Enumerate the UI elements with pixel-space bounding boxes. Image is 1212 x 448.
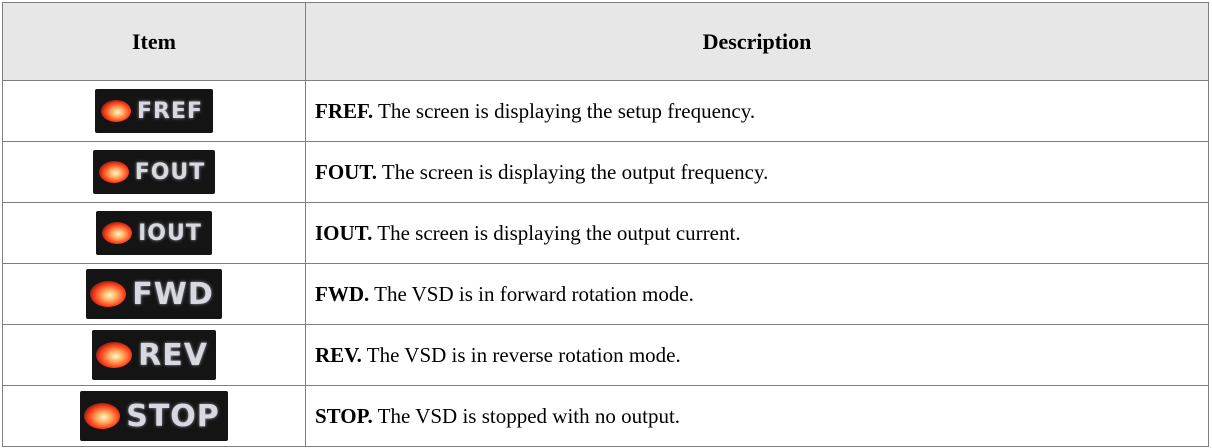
description: The screen is displaying the output curr… [377,220,741,245]
indicator-label: FOUT [134,159,206,185]
indicator: FWD [86,269,222,319]
description: The VSD is in forward rotation mode. [374,281,694,306]
description-cell: REV. The VSD is in reverse rotation mode… [305,324,1209,386]
term: IOUT. [315,220,373,245]
indicator-label: REV [138,337,208,373]
indicator: IOUT [96,211,212,255]
indicator: STOP [80,391,228,441]
header-row: Item Description [2,2,1209,81]
row: FREF FREF. The screen is displaying the s… [2,80,1209,142]
row: REV REV. The VSD is in reverse rotation m… [2,324,1209,386]
indicator: REV [92,330,216,380]
description: The screen is displaying the setup frequ… [378,98,756,123]
description-cell: IOUT. The screen is displaying the outpu… [305,202,1209,264]
description-cell: STOP. The VSD is stopped with no output. [305,385,1209,447]
item-cell: STOP [2,385,306,447]
row: STOP STOP. The VSD is stopped with no out… [2,385,1209,447]
indicator-light [84,403,121,429]
indicator-light [102,222,133,244]
item-cell: REV [2,324,306,386]
description: The screen is displaying the output freq… [381,159,769,184]
term: REV. [315,342,362,367]
term: FOUT. [315,159,378,184]
item-cell: FOUT [2,141,306,203]
indicator-light [90,281,127,307]
term: FREF. [315,98,374,123]
row: FWD FWD. The VSD is in forward rotation m… [2,263,1209,325]
indicator-label: FWD [132,276,214,312]
item-cell: FREF [2,80,306,142]
item-cell: IOUT [2,202,306,264]
indicator-light [98,161,129,183]
term: STOP. [315,403,373,428]
indicator-label: FREF [136,98,204,124]
description-cell: FWD. The VSD is in forward rotation mode… [305,263,1209,325]
indicator-label: IOUT [138,220,202,246]
indicator-light [96,342,133,368]
description-cell: FOUT. The screen is displaying the outpu… [305,141,1209,203]
row: IOUT IOUT. The screen is displaying the o… [2,202,1209,264]
indicator: FREF [94,89,214,133]
indicator: FOUT [92,150,216,194]
row: FOUT FOUT. The screen is displaying the o… [2,141,1209,203]
description-cell: FREF. The screen is displaying the setup… [305,80,1209,142]
term: FWD. [315,281,370,306]
table-body: FREF FREF. The screen is displaying the s… [2,80,1209,447]
indicator-light [100,100,131,122]
item-cell: FWD [2,263,306,325]
header-cell: Description [305,2,1209,81]
header-cell: Item [2,2,306,81]
indicator-label: STOP [126,398,220,434]
description: The VSD is stopped with no output. [377,403,681,428]
description: The VSD is in reverse rotation mode. [366,342,681,367]
